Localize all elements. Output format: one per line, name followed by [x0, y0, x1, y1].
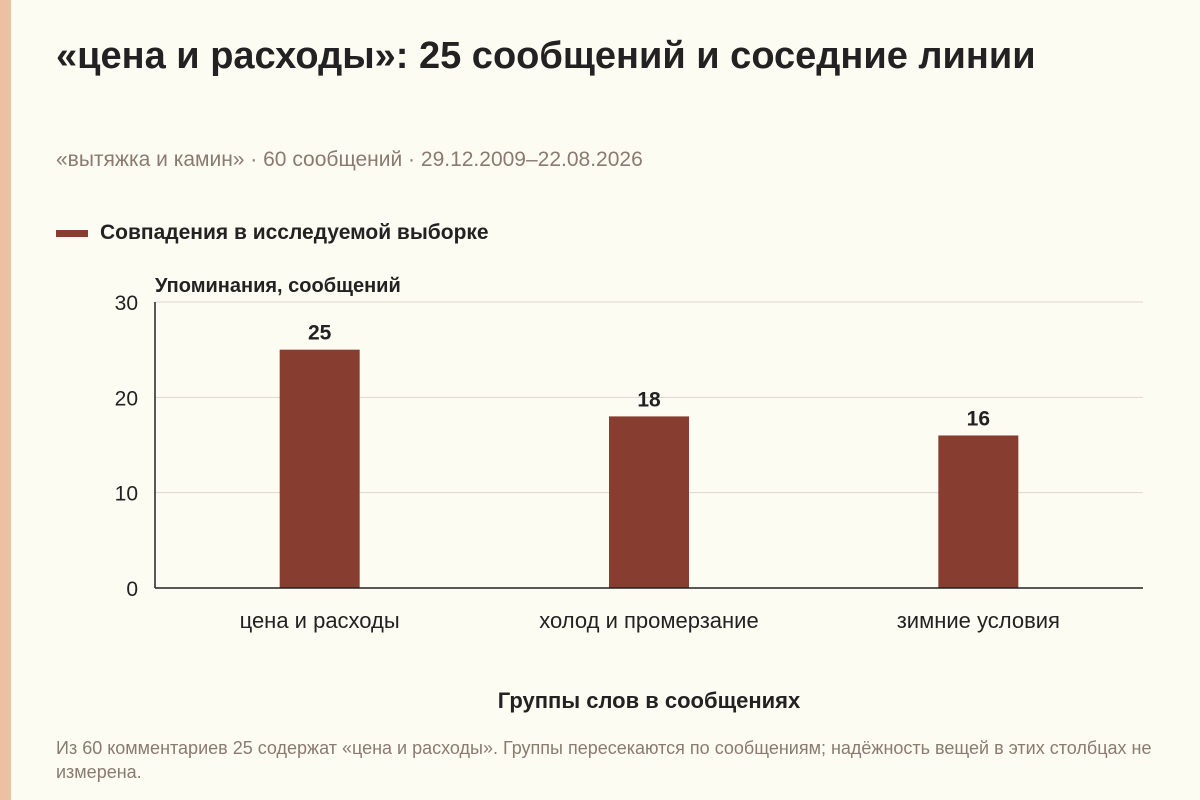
y-tick-label: 10 — [115, 483, 138, 506]
bar-value-label: 16 — [967, 407, 990, 430]
chart-title: «цена и расходы»: 25 сообщений и соседни… — [56, 35, 1036, 77]
x-tick-label: зимние условия — [897, 608, 1060, 633]
accent-strip — [0, 0, 11, 800]
legend: Совпадения в исследуемой выборке — [56, 218, 489, 248]
bar-value-label: 18 — [637, 388, 661, 411]
x-tick-label: холод и промерзание — [539, 608, 758, 633]
bar — [938, 435, 1019, 588]
x-axis-ticks: цена и расходы холод и промерзание зимние … — [240, 608, 1060, 633]
bars: 25 18 16 — [279, 322, 1019, 588]
bar — [609, 416, 689, 588]
y-tick-label: 0 — [126, 578, 138, 601]
y-tick-label: 30 — [115, 292, 138, 315]
y-tick-label: 20 — [115, 387, 138, 410]
footnote: Из 60 комментариев 25 содержат «цена и р… — [56, 738, 1152, 782]
bar — [279, 349, 360, 588]
legend-swatch — [56, 229, 88, 237]
legend-label: Совпадения в исследуемой выборке — [100, 221, 489, 244]
y-axis-label: Упоминания, сообщений — [155, 275, 401, 297]
bar-value-label: 25 — [308, 322, 332, 345]
x-axis-label: Группы слов в сообщениях — [498, 688, 801, 713]
x-tick-label: цена и расходы — [240, 608, 400, 633]
chart-subtitle: «вытяжка и камин» · 60 сообщений · 29.12… — [56, 148, 643, 171]
y-axis-ticks: 0 10 20 30 — [115, 292, 138, 601]
